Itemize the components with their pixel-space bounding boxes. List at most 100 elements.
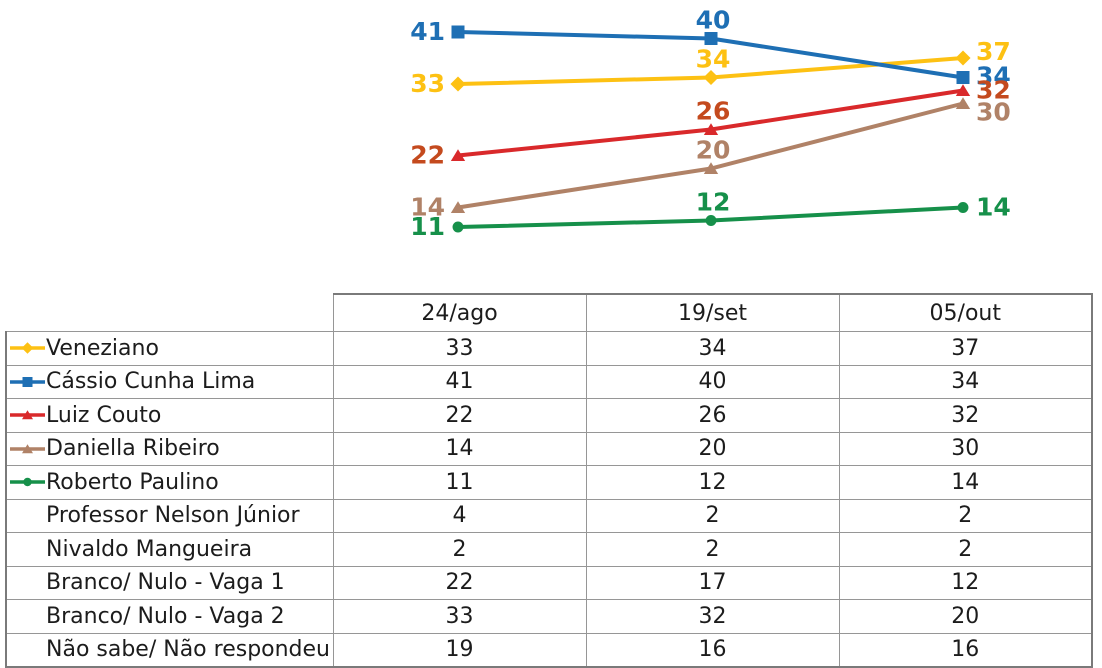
column-header: 05/out: [838, 293, 1093, 332]
value-cell: 16: [585, 632, 840, 668]
row-label: Daniella Ribeiro: [46, 436, 220, 462]
data-label-cassio-cunha-lima: 34: [976, 62, 1011, 91]
row-label-cell: Veneziano: [5, 331, 334, 366]
row-label-cell: Não sabe/ Não respondeu: [5, 632, 334, 668]
column-header: 24/ago: [332, 293, 587, 332]
data-label-daniella-ribeiro: 20: [696, 136, 731, 165]
square-marker-icon: [704, 32, 718, 45]
square-marker-icon: [22, 376, 33, 387]
value-cell: 2: [838, 532, 1093, 567]
legend-swatch-cassio-cunha-lima: [10, 376, 45, 387]
row-label: Professor Nelson Júnior: [46, 503, 300, 529]
value-cell: 2: [838, 498, 1093, 533]
circle-marker-icon: [23, 478, 32, 487]
data-label-veneziano: 37: [976, 37, 1011, 66]
row-label-cell: Luiz Couto: [5, 398, 334, 433]
row-label-cell: Cássio Cunha Lima: [5, 364, 334, 399]
value-cell: 12: [838, 565, 1093, 600]
data-label-luiz-couto: 32: [976, 76, 1011, 105]
triangle-marker-icon: [703, 123, 719, 135]
value-cell: 34: [838, 364, 1093, 399]
table-row: Roberto Paulino 11 12 14: [5, 465, 1093, 500]
data-table: 24/ago 19/set 05/out Veneziano 33 34 37 Cássio…: [5, 293, 1093, 668]
column-header: 19/set: [585, 293, 840, 332]
table-row: Nivaldo Mangueira 2 2 2: [5, 532, 1093, 567]
row-label-cell: Branco/ Nulo - Vaga 1: [5, 565, 334, 600]
data-label-cassio-cunha-lima: 40: [696, 6, 731, 35]
value-cell: 32: [585, 599, 840, 634]
value-cell: 19: [332, 632, 587, 668]
value-cell: 11: [332, 465, 587, 500]
value-cell: 40: [585, 364, 840, 399]
row-label: Nivaldo Mangueira: [46, 536, 253, 562]
diamond-marker-icon: [955, 50, 971, 66]
row-label: Branco/ Nulo - Vaga 1: [46, 570, 285, 596]
data-label-roberto-paulino: 11: [410, 212, 445, 241]
data-label-luiz-couto: 26: [696, 97, 731, 126]
row-label-cell: Professor Nelson Júnior: [5, 498, 334, 533]
data-label-luiz-couto: 22: [410, 141, 445, 170]
legend-swatch-roberto-paulino: [10, 478, 45, 487]
value-cell: 32: [838, 398, 1093, 433]
value-cell: 20: [838, 599, 1093, 634]
value-cell: 20: [585, 431, 840, 466]
circle-marker-icon: [452, 221, 464, 233]
row-label-cell: Branco/ Nulo - Vaga 2: [5, 599, 334, 634]
data-label-daniella-ribeiro: 30: [976, 98, 1011, 127]
value-cell: 22: [332, 398, 587, 433]
value-cell: 17: [585, 565, 840, 600]
table-row: Professor Nelson Júnior 4 2 2: [5, 498, 1093, 533]
diamond-marker-icon: [21, 342, 34, 355]
table-row: Luiz Couto 22 26 32: [5, 398, 1093, 433]
circle-marker-icon: [957, 202, 969, 213]
triangle-marker-icon: [703, 162, 719, 174]
row-label: Veneziano: [46, 335, 159, 361]
legend-swatch-veneziano: [10, 342, 45, 355]
triangle-marker-icon: [955, 97, 971, 109]
data-label-cassio-cunha-lima: 41: [410, 17, 445, 46]
diamond-marker-icon: [450, 76, 466, 92]
value-cell: 37: [838, 331, 1093, 366]
diamond-marker-icon: [703, 69, 719, 86]
table-row: Cássio Cunha Lima 41 40 34: [5, 364, 1093, 399]
table-row: Branco/ Nulo - Vaga 1 22 17 12: [5, 565, 1093, 600]
square-marker-icon: [451, 25, 465, 39]
value-cell: 30: [838, 431, 1093, 466]
row-label-cell: Daniella Ribeiro: [5, 431, 334, 466]
legend-swatch-daniella-ribeiro: [10, 443, 45, 453]
row-label-cell: Roberto Paulino: [5, 465, 334, 500]
row-label: Não sabe/ Não respondeu: [46, 637, 331, 663]
value-cell: 26: [585, 398, 840, 433]
data-label-roberto-paulino: 14: [976, 193, 1011, 222]
row-label-cell: Nivaldo Mangueira: [5, 532, 334, 567]
legend-swatch-luiz-couto: [10, 410, 45, 420]
row-label: Cássio Cunha Lima: [46, 369, 256, 395]
triangle-marker-icon: [22, 443, 33, 453]
table-header-row: 24/ago 19/set 05/out: [6, 293, 1093, 332]
value-cell: 34: [585, 331, 840, 366]
value-cell: 14: [838, 465, 1093, 500]
triangle-marker-icon: [450, 201, 466, 213]
header-ghost-cell: [6, 294, 333, 332]
data-label-roberto-paulino: 12: [696, 188, 731, 217]
value-cell: 16: [838, 632, 1093, 668]
value-cell: 12: [585, 465, 840, 500]
square-marker-icon: [956, 71, 970, 84]
triangle-marker-icon: [955, 84, 971, 96]
value-cell: 14: [332, 431, 587, 466]
value-cell: 4: [332, 498, 587, 533]
value-cell: 33: [332, 599, 587, 634]
triangle-marker-icon: [22, 410, 33, 420]
value-cell: 2: [585, 532, 840, 567]
triangle-marker-icon: [450, 149, 466, 161]
value-cell: 22: [332, 565, 587, 600]
data-label-veneziano: 33: [410, 69, 445, 98]
row-label: Luiz Couto: [46, 402, 162, 428]
value-cell: 2: [332, 532, 587, 567]
table-row: Veneziano 33 34 37: [5, 331, 1093, 366]
circle-marker-icon: [705, 215, 717, 226]
value-cell: 2: [585, 498, 840, 533]
row-label: Branco/ Nulo - Vaga 2: [46, 603, 285, 629]
